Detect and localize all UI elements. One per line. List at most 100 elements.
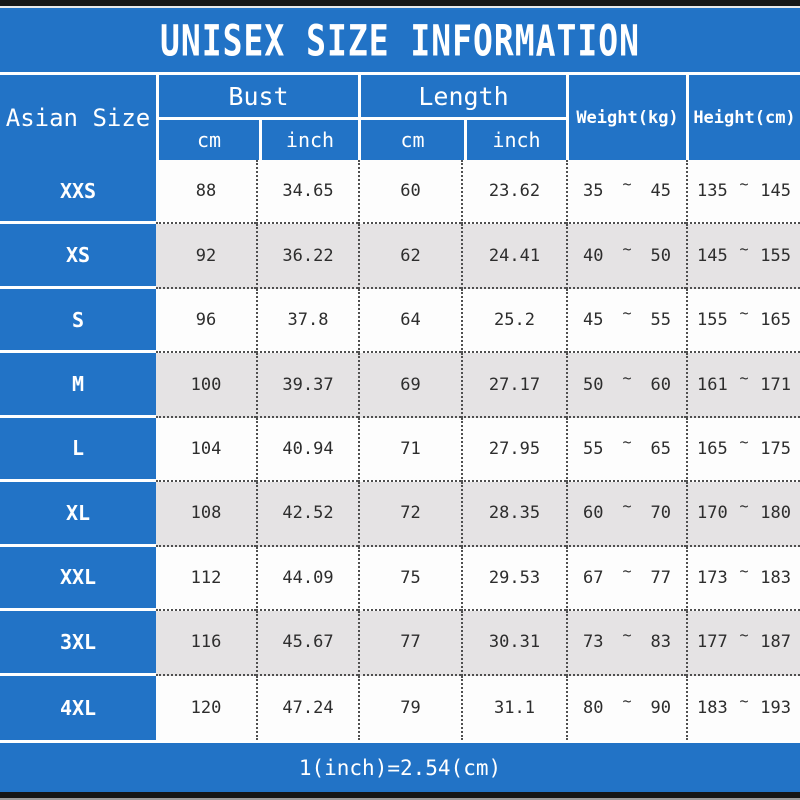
height-min-value: 135	[697, 181, 728, 202]
tilde-glyph: ~	[622, 626, 632, 645]
table-row: M 100 39.37 69 27.17 50 ~ 60 161 ~ 171	[0, 353, 800, 418]
bust-inch-cell: 40.94	[256, 417, 358, 483]
height-min-value: 170	[697, 503, 728, 524]
tilde-glyph: ~	[739, 239, 749, 258]
tilde-glyph: ~	[739, 561, 749, 580]
size-label-cell: M	[0, 353, 156, 418]
bust-cm-cell: 100	[156, 353, 256, 418]
size-label-cell: 3XL	[0, 611, 156, 676]
weight-min-value: 40	[583, 245, 604, 266]
height-max-value: 187	[760, 632, 791, 653]
tilde-glyph: ~	[622, 691, 632, 710]
bust-cm-cell: 96	[156, 289, 256, 354]
banner-divider	[0, 72, 800, 75]
weight-range-cell: 40 ~ 50	[566, 224, 686, 289]
bust-cm-cell: 108	[156, 482, 256, 547]
bottom-border-bar	[0, 792, 800, 798]
weight-range-cell: 73 ~ 83	[566, 611, 686, 676]
height-max-value: 175	[760, 438, 791, 459]
bust-cm-cell: 112	[156, 547, 256, 612]
weight-min-value: 35	[583, 181, 604, 202]
tilde-glyph: ~	[739, 691, 749, 710]
table-row: 3XL 116 45.67 77 30.31 73 ~ 83 177 ~ 187	[0, 611, 800, 676]
height-min-value: 177	[697, 632, 728, 653]
weight-min-value: 60	[583, 503, 604, 524]
size-label-cell: XXL	[0, 546, 156, 612]
header-length-cm: cm	[400, 128, 425, 152]
length-cm-cell: 77	[358, 611, 461, 676]
length-inch-cell: 25.2	[461, 288, 566, 354]
height-min-value: 165	[697, 438, 728, 459]
weight-max-value: 50	[650, 245, 671, 266]
header-length-subrow: cm inch	[361, 120, 566, 160]
height-range-cell: 145 ~ 155	[686, 224, 800, 289]
weight-max-value: 90	[650, 697, 671, 718]
height-max-value: 145	[760, 181, 791, 202]
bust-inch-cell: 42.52	[256, 482, 358, 547]
weight-range-cell: 67 ~ 77	[566, 546, 686, 612]
weight-range-cell: 50 ~ 60	[566, 353, 686, 418]
header-length-label: Length	[361, 75, 566, 120]
tilde-glyph: ~	[622, 175, 632, 194]
length-inch-cell: 27.95	[461, 417, 566, 483]
size-label-cell: L	[0, 417, 156, 483]
length-inch-cell: 24.41	[461, 224, 566, 289]
page-title: UNISEX SIZE INFORMATION	[160, 14, 640, 66]
title-banner: UNISEX SIZE INFORMATION	[0, 8, 800, 72]
bottom-gray-line	[0, 798, 800, 800]
bust-inch-cell: 37.8	[256, 288, 358, 354]
header-group-length: Length cm inch	[358, 75, 566, 160]
tilde-glyph: ~	[739, 368, 749, 387]
bust-cm-cell: 116	[156, 611, 256, 676]
weight-max-value: 60	[650, 374, 671, 395]
height-max-value: 171	[760, 374, 791, 395]
length-inch-cell: 27.17	[461, 353, 566, 418]
bust-inch-cell: 39.37	[256, 353, 358, 418]
weight-range-cell: 45 ~ 55	[566, 288, 686, 354]
weight-min-value: 45	[583, 310, 604, 331]
top-light-line	[0, 6, 800, 8]
height-max-value: 180	[760, 503, 791, 524]
height-range-cell: 173 ~ 183	[686, 546, 800, 612]
size-label-cell: XL	[0, 482, 156, 547]
header-bust-label: Bust	[159, 75, 358, 120]
weight-max-value: 77	[650, 567, 671, 588]
table-header: Asian Size Bust cm inch Length cm inch W…	[0, 75, 800, 160]
tilde-glyph: ~	[622, 561, 632, 580]
weight-min-value: 55	[583, 438, 604, 459]
weight-min-value: 80	[583, 697, 604, 718]
tilde-glyph: ~	[622, 497, 632, 516]
weight-range-cell: 60 ~ 70	[566, 482, 686, 547]
length-cm-cell: 79	[358, 675, 461, 740]
length-inch-cell: 29.53	[461, 546, 566, 612]
height-min-value: 155	[697, 310, 728, 331]
weight-min-value: 67	[583, 567, 604, 588]
header-group-bust: Bust cm inch	[156, 75, 358, 160]
size-label-cell: XS	[0, 224, 156, 289]
table-row: XS 92 36.22 62 24.41 40 ~ 50 145 ~ 155	[0, 224, 800, 289]
header-bust-subrow: cm inch	[159, 120, 358, 160]
bust-inch-cell: 47.24	[256, 675, 358, 740]
bust-inch-cell: 45.67	[256, 611, 358, 676]
weight-min-value: 73	[583, 632, 604, 653]
weight-max-value: 45	[650, 181, 671, 202]
length-cm-cell: 69	[358, 353, 461, 418]
tilde-glyph: ~	[739, 304, 749, 323]
footer-banner: 1(inch)=2.54(cm)	[0, 740, 800, 792]
height-min-value: 161	[697, 374, 728, 395]
tilde-glyph: ~	[622, 432, 632, 451]
weight-max-value: 65	[650, 438, 671, 459]
bust-cm-cell: 104	[156, 418, 256, 483]
height-range-cell: 161 ~ 171	[686, 353, 800, 418]
weight-max-value: 70	[650, 503, 671, 524]
tilde-glyph: ~	[739, 626, 749, 645]
weight-min-value: 50	[583, 374, 604, 395]
bust-inch-cell: 36.22	[256, 224, 358, 289]
bust-cm-cell: 92	[156, 224, 256, 289]
height-min-value: 145	[697, 245, 728, 266]
tilde-glyph: ~	[739, 175, 749, 194]
weight-range-cell: 80 ~ 90	[566, 675, 686, 740]
weight-max-value: 55	[650, 310, 671, 331]
length-cm-cell: 75	[358, 546, 461, 612]
